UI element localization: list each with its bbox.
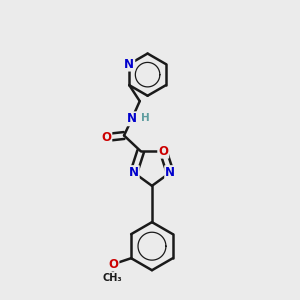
Text: N: N bbox=[165, 166, 175, 179]
Text: O: O bbox=[109, 258, 118, 271]
Text: CH₃: CH₃ bbox=[103, 273, 122, 283]
Text: O: O bbox=[158, 145, 168, 158]
Text: N: N bbox=[127, 112, 137, 125]
Text: O: O bbox=[101, 131, 111, 144]
Text: N: N bbox=[124, 58, 134, 70]
Text: N: N bbox=[129, 166, 139, 179]
Text: H: H bbox=[141, 113, 150, 123]
